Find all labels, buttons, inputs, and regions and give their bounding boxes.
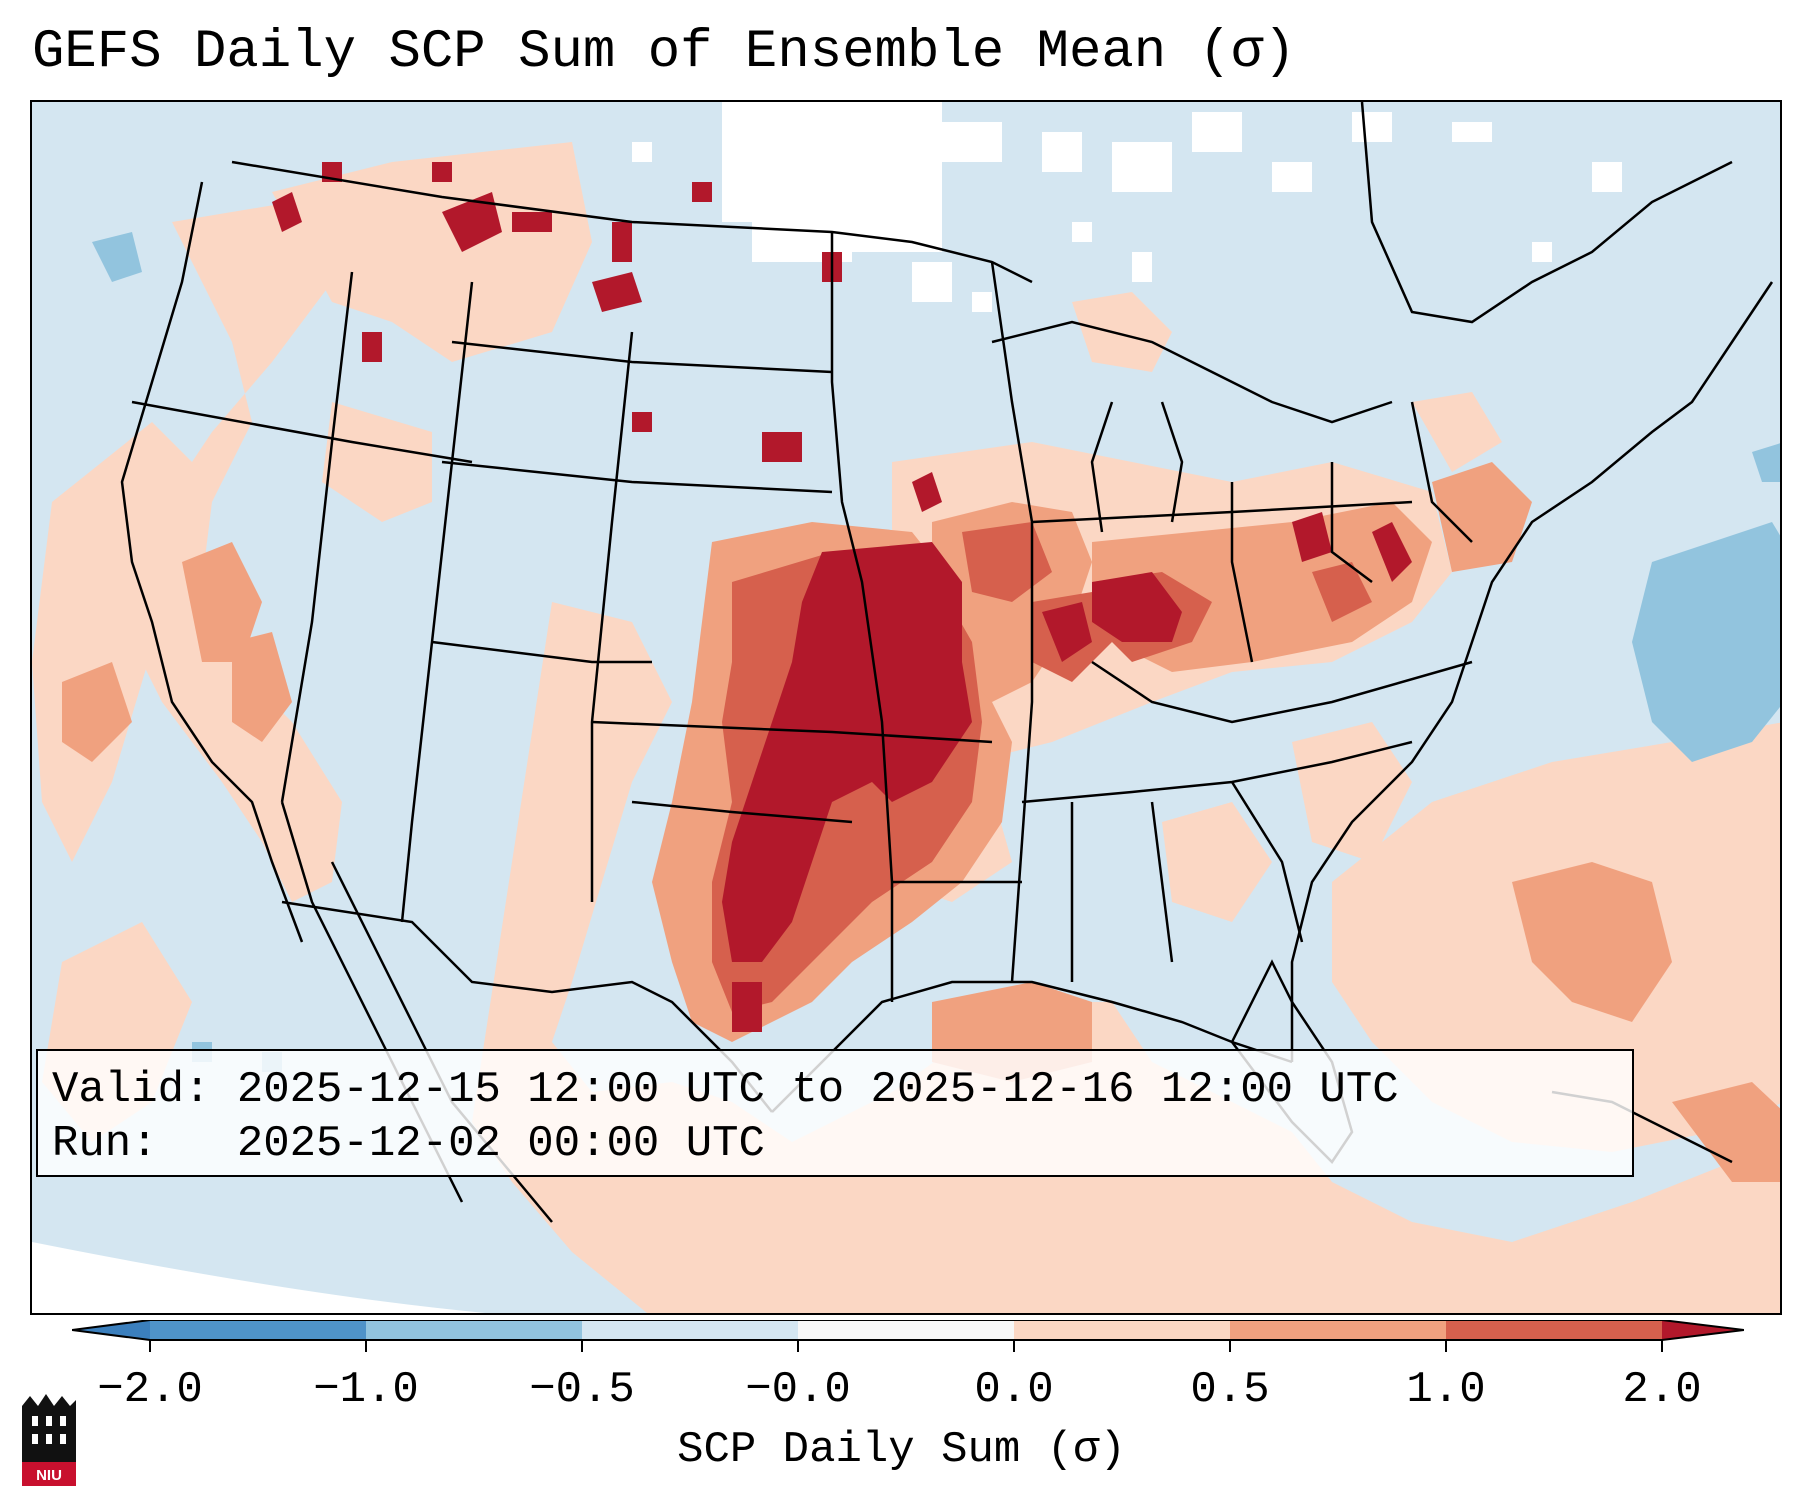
zero-regions [632, 102, 1622, 312]
colorbar-segment [1230, 1320, 1446, 1340]
run-line: Run: 2025-12-02 00:00 UTC [52, 1117, 1632, 1171]
gulf-coast [771, 980, 1293, 1113]
colorbar-tick-label: −0.5 [529, 1365, 635, 1415]
chart-title: GEFS Daily SCP Sum of Ensemble Mean (σ) [32, 22, 1296, 83]
colorbar-tick-label: 0.0 [974, 1365, 1054, 1415]
colorbar-extend-low [72, 1320, 150, 1340]
great-lakes [991, 320, 1393, 424]
logo-spires [22, 1394, 76, 1406]
colorbar-tick-label: −1.0 [313, 1365, 419, 1415]
colorbar-segment [366, 1320, 582, 1340]
valid-line: Valid: 2025-12-15 12:00 UTC to 2025-12-1… [52, 1063, 1632, 1117]
logo-text: NIU [36, 1467, 62, 1484]
colorbar-segment [1446, 1320, 1662, 1340]
colorbar-segment [150, 1320, 366, 1340]
valid-time-box: Valid: 2025-12-15 12:00 UTC to 2025-12-1… [36, 1049, 1634, 1177]
colorbar-tick-label: −0.0 [745, 1365, 851, 1415]
colorbar [72, 1320, 1744, 1352]
east-coast [1290, 281, 1774, 1062]
positive-extreme-regions [272, 162, 1412, 1032]
projection-edge-left [32, 1242, 486, 1313]
run-value: 2025-12-02 00:00 UTC [236, 1119, 765, 1169]
colorbar-tick-label: 0.5 [1190, 1365, 1270, 1415]
logo-banner [22, 1462, 76, 1486]
run-label: Run: [52, 1119, 158, 1169]
niu-logo: NIU [22, 1394, 76, 1486]
colorbar-tick-label: −2.0 [97, 1365, 203, 1415]
colorbar-ticks [149, 1340, 1663, 1352]
colorbar-segment [798, 1320, 1014, 1340]
colorbar-extend-high [1662, 1320, 1744, 1340]
valid-value: 2025-12-15 12:00 UTC to 2025-12-16 12:00… [236, 1065, 1399, 1115]
valid-label: Valid: [52, 1065, 211, 1115]
colorbar-segment [582, 1320, 798, 1340]
colorbar-tick-label: 1.0 [1406, 1365, 1486, 1415]
colorbar-segment [1014, 1320, 1230, 1340]
colorbar-label: SCP Daily Sum (σ) [677, 1425, 1126, 1475]
colorbar-tick-label: 2.0 [1622, 1365, 1702, 1415]
west-coast [120, 181, 304, 943]
